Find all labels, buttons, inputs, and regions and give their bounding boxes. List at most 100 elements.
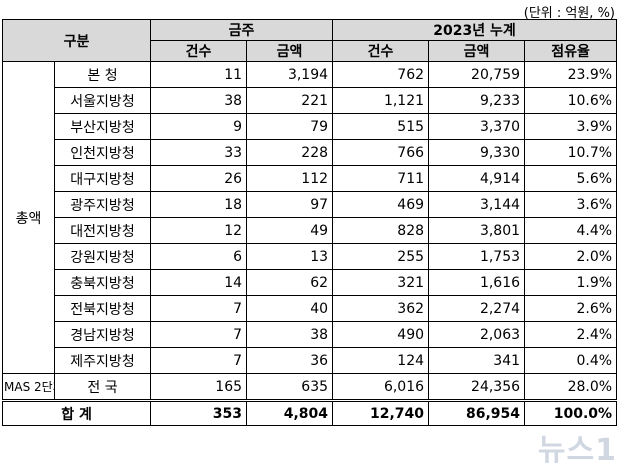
cum-count: 6,016 xyxy=(332,373,430,401)
cum-amount: 2,063 xyxy=(428,321,526,348)
row-name: 부산지방청 xyxy=(53,113,152,140)
share: 2.0% xyxy=(524,243,618,270)
row-name: 광주지방청 xyxy=(53,191,152,218)
cum-count: 12,740 xyxy=(332,399,430,426)
weekly-count: 7 xyxy=(150,321,248,348)
cum-count: 828 xyxy=(332,217,430,244)
header-cumulative: 2023년 누계 xyxy=(332,19,618,41)
table-row: 경남지방청 7 38 490 2,063 2.4% xyxy=(3,321,618,348)
weekly-count: 11 xyxy=(150,61,248,88)
mas-label: MAS 2단계 xyxy=(2,373,55,401)
row-name: 충북지방청 xyxy=(53,269,152,296)
header-weekly-count: 건수 xyxy=(150,40,248,62)
weekly-amount: 635 xyxy=(246,373,334,401)
weekly-amount: 221 xyxy=(246,87,334,114)
weekly-count: 353 xyxy=(150,399,248,426)
table-row: 강원지방청 6 13 255 1,753 2.0% xyxy=(3,243,618,270)
share: 3.9% xyxy=(524,113,618,140)
row-name: 제주지방청 xyxy=(53,347,152,374)
row-name: 경남지방청 xyxy=(53,321,152,348)
table-row: 부산지방청 9 79 515 3,370 3.9% xyxy=(3,113,618,140)
weekly-amount: 4,804 xyxy=(246,399,334,426)
share: 1.9% xyxy=(524,269,618,296)
weekly-count: 33 xyxy=(150,139,248,166)
row-name: 합 계 xyxy=(1,399,152,426)
share: 5.6% xyxy=(524,165,618,192)
cum-amount: 341 xyxy=(428,347,526,374)
weekly-amount: 38 xyxy=(246,321,334,348)
weekly-count: 7 xyxy=(150,295,248,322)
cum-count: 711 xyxy=(332,165,430,192)
row-name: 전북지방청 xyxy=(53,295,152,322)
cum-count: 762 xyxy=(332,61,430,88)
table-row: 총액 본 청 11 3,194 762 20,759 23.9% xyxy=(2,61,618,374)
weekly-amount: 40 xyxy=(246,295,334,322)
cum-amount: 24,356 xyxy=(428,373,526,401)
cum-amount: 1,616 xyxy=(428,269,526,296)
weekly-count: 9 xyxy=(150,113,248,140)
table-row: 충북지방청 14 62 321 1,616 1.9% xyxy=(3,269,618,296)
weekly-count: 26 xyxy=(150,165,248,192)
row-name: 대전지방청 xyxy=(53,217,152,244)
share: 10.7% xyxy=(524,139,618,166)
cum-amount: 9,330 xyxy=(428,139,526,166)
table-row: 인천지방청 33 228 766 9,330 10.7% xyxy=(3,139,618,166)
weekly-count: 7 xyxy=(150,347,248,374)
cum-amount: 2,274 xyxy=(428,295,526,322)
weekly-amount: 62 xyxy=(246,269,334,296)
header-cum-count: 건수 xyxy=(332,40,430,62)
weekly-amount: 228 xyxy=(246,139,334,166)
cum-count: 321 xyxy=(332,269,430,296)
row-name: 강원지방청 xyxy=(53,243,152,270)
weekly-amount: 97 xyxy=(246,191,334,218)
weekly-count: 14 xyxy=(150,269,248,296)
cum-amount: 3,144 xyxy=(428,191,526,218)
cum-amount: 1,753 xyxy=(428,243,526,270)
row-name: 대구지방청 xyxy=(53,165,152,192)
share: 0.4% xyxy=(524,347,618,374)
cum-count: 766 xyxy=(332,139,430,166)
cum-amount: 3,370 xyxy=(428,113,526,140)
share: 2.6% xyxy=(524,295,618,322)
cum-count: 1,121 xyxy=(332,87,430,114)
weekly-count: 6 xyxy=(150,243,248,270)
cum-amount: 86,954 xyxy=(428,399,526,426)
weekly-amount: 112 xyxy=(246,165,334,192)
row-name: 본 청 xyxy=(53,61,152,88)
weekly-count: 165 xyxy=(150,373,248,401)
cum-amount: 20,759 xyxy=(428,61,526,88)
share: 100.0% xyxy=(524,399,618,426)
cum-count: 490 xyxy=(332,321,430,348)
row-name: 전 국 xyxy=(53,373,152,401)
cum-amount: 9,233 xyxy=(428,87,526,114)
cum-count: 469 xyxy=(332,191,430,218)
weekly-count: 18 xyxy=(150,191,248,218)
table-row: 전북지방청 7 40 362 2,274 2.6% xyxy=(3,295,618,322)
table-row: 광주지방청 18 97 469 3,144 3.6% xyxy=(3,191,618,218)
share: 28.0% xyxy=(524,373,618,401)
header-weekly: 금주 xyxy=(150,19,334,41)
row-name: 서울지방청 xyxy=(53,87,152,114)
weekly-count: 38 xyxy=(150,87,248,114)
share: 2.4% xyxy=(524,321,618,348)
header-weekly-amount: 금액 xyxy=(246,40,334,62)
header-category: 구분 xyxy=(1,19,152,62)
table-row: 서울지방청 38 221 1,121 9,233 10.6% xyxy=(3,87,618,114)
weekly-amount: 36 xyxy=(246,347,334,374)
share: 4.4% xyxy=(524,217,618,244)
weekly-count: 12 xyxy=(150,217,248,244)
header-share: 점유율 xyxy=(524,40,618,62)
cum-amount: 4,914 xyxy=(428,165,526,192)
table-row: 대전지방청 12 49 828 3,801 4.4% xyxy=(3,217,618,244)
weekly-amount: 49 xyxy=(246,217,334,244)
row-name: 인천지방청 xyxy=(53,139,152,166)
weekly-amount: 13 xyxy=(246,243,334,270)
table-row: 제주지방청 7 36 124 341 0.4% xyxy=(3,347,618,374)
cum-count: 362 xyxy=(332,295,430,322)
table-row: 합 계 353 4,804 12,740 86,954 100.0% xyxy=(1,399,618,426)
share: 10.6% xyxy=(524,87,618,114)
share: 23.9% xyxy=(524,61,618,88)
cum-count: 255 xyxy=(332,243,430,270)
cum-amount: 3,801 xyxy=(428,217,526,244)
